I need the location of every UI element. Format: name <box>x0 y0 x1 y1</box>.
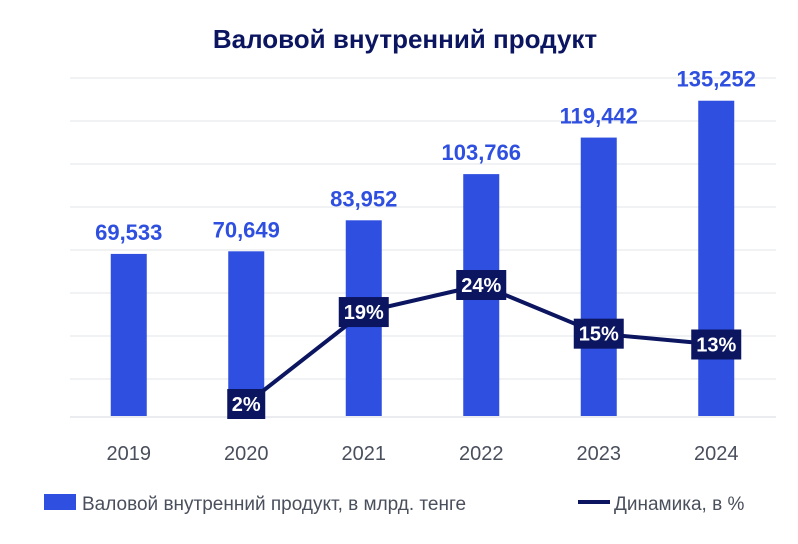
line-value-label: 24% <box>461 275 501 297</box>
x-tick-label: 2022 <box>459 443 504 465</box>
x-tick-label: 2020 <box>224 443 269 465</box>
line-value-label: 19% <box>344 302 384 324</box>
line-label-box <box>338 297 389 328</box>
bar <box>580 137 617 416</box>
legend: Валовой внутренний продукт, в млрд. тенг… <box>44 494 744 515</box>
bar-value-label: 83,952 <box>330 186 397 211</box>
gridlines <box>70 77 776 418</box>
x-axis-ticks: 2019 2020 2021 2022 2023 2024 <box>107 443 739 465</box>
bar-value-label: 103,766 <box>441 140 521 165</box>
line-value-label: 13% <box>696 335 736 357</box>
bar-value-labels: 69,533 70,649 83,952 103,766 119,442 135,252 <box>95 67 756 245</box>
legend-label-line: Динамика, в % <box>614 494 744 515</box>
chart-title: Валовой внутренний продукт <box>213 24 598 54</box>
line-label-box <box>573 318 624 349</box>
line-label-box <box>227 389 266 419</box>
bar-value-label: 70,649 <box>213 217 280 242</box>
line-label-box <box>456 270 507 300</box>
bar-series <box>110 100 735 416</box>
bar-value-label: 135,252 <box>676 67 756 92</box>
legend-label-bar: Валовой внутренний продукт, в млрд. тенг… <box>82 494 466 515</box>
x-tick-label: 2019 <box>107 443 152 465</box>
x-tick-label: 2023 <box>577 443 622 465</box>
bar-value-label: 119,442 <box>560 104 638 129</box>
bar <box>698 100 735 416</box>
line-label-box <box>691 329 742 360</box>
x-tick-label: 2024 <box>694 443 739 465</box>
bar-value-label: 69,533 <box>95 220 162 245</box>
line-value-labels: 2% 19% 24% 15% 13% <box>227 270 742 419</box>
legend-swatch-bar <box>44 494 76 510</box>
bar <box>110 253 147 416</box>
line-value-label: 2% <box>232 394 261 416</box>
bar <box>228 251 265 416</box>
x-tick-label: 2021 <box>342 443 387 465</box>
line-value-label: 15% <box>579 324 619 346</box>
